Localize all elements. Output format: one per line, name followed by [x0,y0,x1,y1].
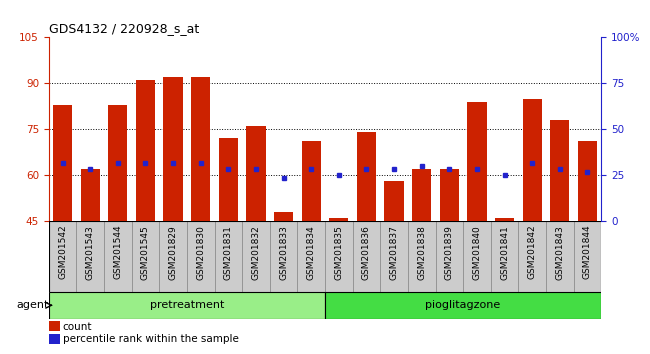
Bar [573,221,601,292]
Text: GSM201838: GSM201838 [417,225,426,280]
Text: pretreatment: pretreatment [150,300,224,310]
Bar [495,218,514,221]
Text: agent: agent [16,300,49,310]
Bar [329,218,348,221]
Bar [357,132,376,221]
Bar [131,221,159,292]
Bar [325,292,601,319]
Bar [49,292,325,319]
Bar [187,221,214,292]
Text: GSM201829: GSM201829 [168,225,177,280]
Bar [242,221,270,292]
Bar [491,221,519,292]
Text: GSM201839: GSM201839 [445,225,454,280]
Bar [77,221,104,292]
Bar [467,102,487,221]
Text: GSM201834: GSM201834 [307,225,316,280]
Bar [325,221,352,292]
Text: GSM201542: GSM201542 [58,225,67,279]
Text: GSM201544: GSM201544 [113,225,122,279]
Bar [270,221,298,292]
Bar [302,142,321,221]
Text: GSM201543: GSM201543 [86,225,95,280]
Bar [246,126,266,221]
Bar [436,221,463,292]
Bar [412,169,432,221]
Bar [439,169,459,221]
Bar [81,169,100,221]
Text: GSM201831: GSM201831 [224,225,233,280]
Bar [163,77,183,221]
Text: GSM201843: GSM201843 [555,225,564,280]
Text: GSM201836: GSM201836 [362,225,371,280]
Bar [352,221,380,292]
Bar [49,221,77,292]
Bar [218,138,238,221]
Text: GSM201545: GSM201545 [141,225,150,280]
Text: pioglitagzone: pioglitagzone [426,300,500,310]
Text: GSM201840: GSM201840 [473,225,482,280]
Bar [49,334,60,344]
Bar [463,221,491,292]
Bar [550,120,569,221]
Text: GDS4132 / 220928_s_at: GDS4132 / 220928_s_at [49,22,199,35]
Bar [108,105,127,221]
Bar [49,321,60,331]
Bar [191,77,211,221]
Bar [408,221,436,292]
Bar [136,80,155,221]
Bar [384,181,404,221]
Text: GSM201837: GSM201837 [389,225,398,280]
Bar [104,221,131,292]
Text: GSM201841: GSM201841 [500,225,509,280]
Bar [578,142,597,221]
Text: GSM201842: GSM201842 [528,225,537,279]
Text: GSM201835: GSM201835 [334,225,343,280]
Text: GSM201832: GSM201832 [252,225,261,280]
Text: GSM201830: GSM201830 [196,225,205,280]
Bar [519,221,546,292]
Bar [523,98,542,221]
Bar [159,221,187,292]
Text: GSM201833: GSM201833 [279,225,288,280]
Bar [53,105,72,221]
Text: percentile rank within the sample: percentile rank within the sample [62,334,239,344]
Text: count: count [62,321,92,332]
Text: GSM201844: GSM201844 [583,225,592,279]
Bar [274,212,293,221]
Bar [298,221,325,292]
Bar [380,221,408,292]
Bar [214,221,242,292]
Bar [546,221,573,292]
